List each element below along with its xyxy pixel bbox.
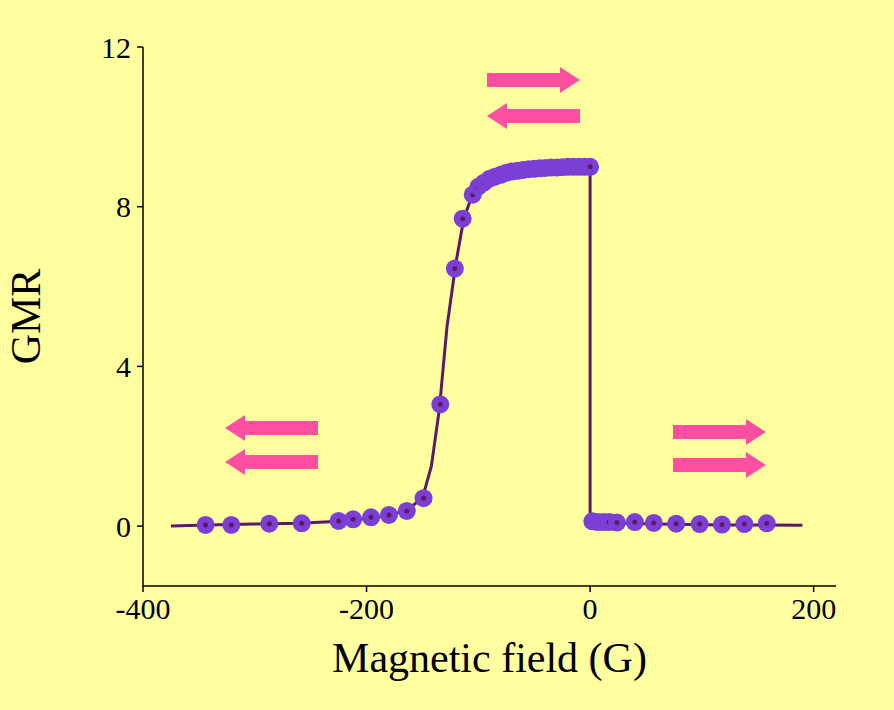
svg-text:-400: -400	[116, 592, 171, 625]
svg-text:200: 200	[791, 592, 836, 625]
svg-text:Magnetic field (G): Magnetic field (G)	[332, 635, 647, 682]
svg-text:-200: -200	[339, 592, 394, 625]
svg-text:4: 4	[116, 350, 131, 383]
svg-text:0: 0	[583, 592, 598, 625]
svg-text:GMR: GMR	[8, 269, 49, 365]
svg-text:8: 8	[116, 190, 131, 223]
svg-text:12: 12	[101, 31, 131, 64]
svg-text:0: 0	[116, 510, 131, 543]
